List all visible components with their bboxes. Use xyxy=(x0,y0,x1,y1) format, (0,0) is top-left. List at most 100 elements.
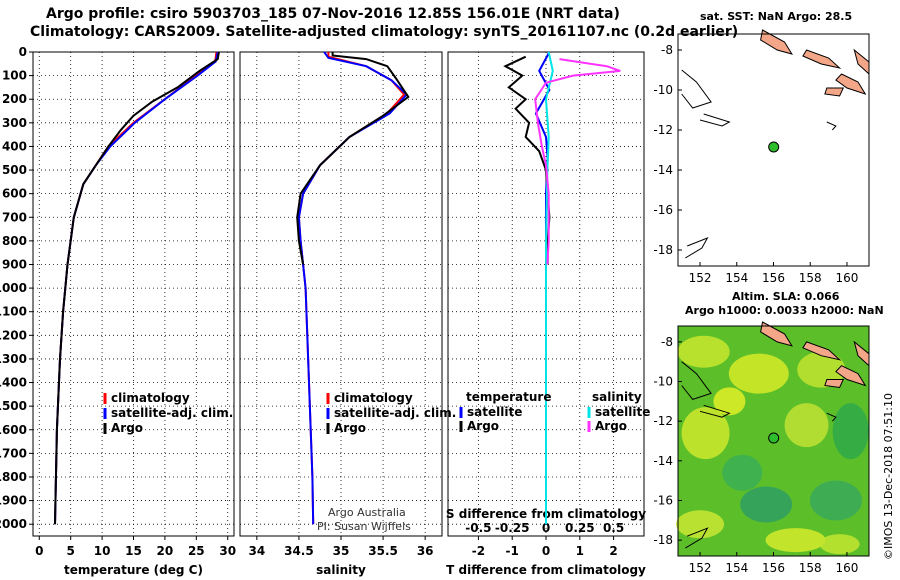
sst-map-lat-label: -18 xyxy=(653,243,673,257)
depth-tick-label: 500 xyxy=(2,163,27,177)
sdiff-tick-label: 0.5 xyxy=(603,521,624,535)
sla-map-title-1: Altim. SLA: 0.066 xyxy=(732,290,840,303)
sla-map-lat-label: -8 xyxy=(661,335,673,349)
sdiff-tick-label: 0 xyxy=(542,521,550,535)
sla-map-sla-field xyxy=(832,403,869,460)
sla-map-island xyxy=(824,379,845,389)
sla-map-sla-field xyxy=(713,387,746,416)
sst-map-lat-label: -12 xyxy=(653,123,673,137)
sst-map-lon-label: 158 xyxy=(799,271,822,285)
sdiff-tick-label: -0.25 xyxy=(495,521,530,535)
sla-map-lon-label: 156 xyxy=(762,561,785,575)
temperature-series-argo xyxy=(54,51,220,525)
temperature-xtick-label: 30 xyxy=(219,544,236,558)
sla-map-title-2: Argo h1000: 0.0033 h2000: NaN xyxy=(685,304,884,317)
salinity-xlabel: salinity xyxy=(316,563,366,577)
sla-map-reef-outline xyxy=(681,361,712,400)
depth-tick-label: 900 xyxy=(2,257,27,271)
sla-map-lon-label: 152 xyxy=(689,561,712,575)
difference-series-s-argo xyxy=(534,58,621,265)
sla-map-sla-field xyxy=(765,528,826,553)
diff-legend-t-argo-label: Argo xyxy=(467,419,499,433)
depth-tick-label: 600 xyxy=(2,187,27,201)
salinity-xtick-label: 36 xyxy=(417,544,434,558)
sst-map-island xyxy=(760,29,793,55)
temperature-xtick-label: 15 xyxy=(125,544,142,558)
depth-tick-label: 400 xyxy=(2,139,27,153)
sla-map-argo-marker xyxy=(768,432,780,444)
sst-map-reef-outline xyxy=(681,69,712,109)
sla-map-sla-field xyxy=(728,353,789,394)
diff-legend-t-satellite-label: satellite xyxy=(467,405,522,419)
depth-tick-label: 1100 xyxy=(0,305,27,319)
sla-map-lat-label: -12 xyxy=(653,414,673,428)
sal-legend-argo-label: Argo xyxy=(334,421,366,435)
temp-legend-satellite-label: satellite-adj. clim. xyxy=(111,406,233,420)
sst-map-lat-label: -16 xyxy=(653,203,673,217)
sst-map-island xyxy=(835,73,867,95)
sst-map-lat-label: -10 xyxy=(653,83,673,97)
sdiff-tick-label: 0.25 xyxy=(565,521,595,535)
diff-legend-salinity-title: salinity xyxy=(592,390,642,404)
depth-tick-label: 2000 xyxy=(0,517,27,531)
temperature-xtick-label: 10 xyxy=(94,544,111,558)
agency-note: Argo Australia xyxy=(328,506,406,519)
salinity-xtick-label: 34 xyxy=(248,544,265,558)
temperature-xtick-label: 20 xyxy=(157,544,174,558)
sla-map-lon-label: 160 xyxy=(836,561,859,575)
salinity-xtick-label: 34.5 xyxy=(284,544,314,558)
depth-tick-label: 1000 xyxy=(0,281,27,295)
sla-map-sla-field xyxy=(797,351,846,388)
sla-map-sla-field xyxy=(784,403,829,448)
sst-map-island xyxy=(802,49,842,69)
salinity-xtick-label: 35.5 xyxy=(368,544,398,558)
sst-map-lon-label: 160 xyxy=(836,271,859,285)
sla-map-lat-label: -16 xyxy=(653,493,673,507)
sst-map-reef-outline xyxy=(685,237,709,259)
difference-xtick-label: 1 xyxy=(576,544,584,558)
sla-map-island xyxy=(802,341,842,361)
sla-map-sla-field xyxy=(681,407,730,460)
difference-xtick-label: 0 xyxy=(542,544,550,558)
depth-tick-label: 1800 xyxy=(0,470,27,484)
credit-text: ©IMOS 13-Dec-2018 07:51:10 xyxy=(882,393,895,560)
sst-map-reef-outline xyxy=(699,113,731,127)
depth-tick-label: 700 xyxy=(2,210,27,224)
depth-tick-label: 1300 xyxy=(0,352,27,366)
difference-xtick-label: 2 xyxy=(609,544,617,558)
sla-map-lon-label: 154 xyxy=(725,561,748,575)
sla-map-reef-outline xyxy=(699,404,731,418)
depth-tick-label: 1600 xyxy=(0,423,27,437)
temp-legend-climatology-label: climatology xyxy=(111,391,190,405)
figure-title-line1: Argo profile: csiro 5903703_185 07-Nov-2… xyxy=(46,6,620,22)
sst-map-island xyxy=(824,87,845,97)
sla-map-reef-outline xyxy=(826,412,837,422)
sla-map-lat-label: -10 xyxy=(653,375,673,389)
salinity-series-satellite-adj-clim- xyxy=(297,51,408,525)
sst-map-lat-label: -8 xyxy=(661,43,673,57)
sla-map-sla-field xyxy=(722,454,763,491)
sst-map-lon-label: 156 xyxy=(762,271,785,285)
depth-tick-label: 100 xyxy=(2,69,27,83)
depth-tick-label: 1700 xyxy=(0,446,27,460)
depth-tick-label: 300 xyxy=(2,116,27,130)
depth-tick-label: 200 xyxy=(2,92,27,106)
sst-map-title: sat. SST: NaN Argo: 28.5 xyxy=(700,10,853,23)
sla-map-sla-field xyxy=(676,510,725,539)
sla-map-sla-field xyxy=(819,534,860,555)
depth-tick-label: 1400 xyxy=(0,376,27,390)
difference-xtick-label: -1 xyxy=(506,544,519,558)
sst-map-reef-outline xyxy=(826,121,837,131)
depth-tick-label: 800 xyxy=(2,234,27,248)
sdiff-tick-label: -0.5 xyxy=(465,521,491,535)
pi-note: PI: Susan Wijffels xyxy=(317,520,411,533)
difference-xlabel: T difference from climatology xyxy=(446,563,646,577)
diff-legend-s-argo-label: Argo xyxy=(595,419,627,433)
sst-map-lon-label: 152 xyxy=(689,271,712,285)
sla-map-lat-label: -14 xyxy=(653,454,673,468)
diff-legend-temperature-title: temperature xyxy=(466,390,551,404)
depth-tick-label: 0 xyxy=(19,45,27,59)
sla-map-sla-field xyxy=(809,480,862,521)
sla-map-sla-field xyxy=(677,335,730,368)
depth-tick-label: 1200 xyxy=(0,328,27,342)
